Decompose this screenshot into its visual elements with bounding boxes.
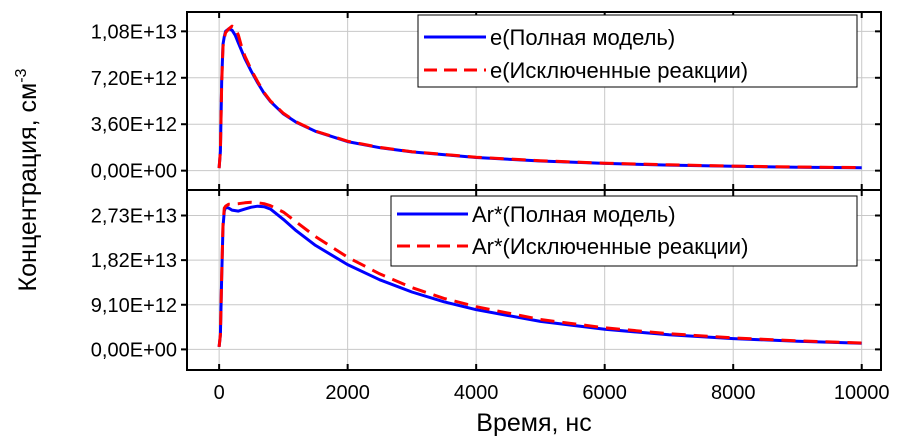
- x-tick-label: 8000: [711, 382, 756, 404]
- bottom-y-tick-label: 9,10E+12: [91, 295, 177, 317]
- bottom-y-tick-label: 1,82E+13: [91, 250, 177, 272]
- top-y-tick-label: 3,60E+12: [91, 114, 177, 136]
- x-tick-label: 0: [214, 382, 225, 404]
- top-y-tick-label: 7,20E+12: [91, 68, 177, 90]
- x-axis-ticks: 0 2000 4000 6000 8000 10000: [214, 382, 890, 404]
- bottom-y-tick-label: 0,00E+00: [91, 339, 177, 361]
- y-axis-title-text: Концентрация, см: [14, 83, 42, 292]
- top-legend-label-full: e(Полная модель): [490, 25, 675, 50]
- x-axis-title: Время, нс: [476, 409, 591, 437]
- bottom-y-tick-label: 2,73E+13: [91, 206, 177, 228]
- top-series-line-excluded-reactions: [217, 24, 862, 170]
- y-axis-title-exponent: -3: [13, 68, 30, 82]
- bottom-panel-frame: [186, 189, 882, 371]
- y-axis-title: Концентрация, см-3: [13, 68, 42, 291]
- top-y-tick-label: 1,08E+13: [91, 21, 177, 43]
- top-legend-box: [417, 14, 858, 88]
- bottom-panel-grid: [187, 190, 881, 370]
- x-tick-label: 10000: [834, 382, 890, 404]
- x-tick-label: 6000: [582, 382, 627, 404]
- top-panel-series: [217, 24, 862, 170]
- bottom-legend: Ar*(Полная модель) Ar*(Исключенные реакц…: [390, 195, 858, 267]
- top-legend: e(Полная модель) e(Исключенные реакции): [417, 14, 858, 88]
- bottom-legend-label-excluded: Ar*(Исключенные реакции): [472, 234, 748, 259]
- bottom-series-line-excluded-reactions: [217, 200, 862, 348]
- bottom-legend-box: [390, 195, 858, 267]
- top-y-tick-label: 0,00E+00: [91, 161, 177, 183]
- bottom-panel-y-ticks: 0,00E+00 9,10E+12 1,82E+13 2,73E+13: [91, 190, 881, 370]
- top-panel-y-ticks: 0,00E+00 3,60E+12 7,20E+12 1,08E+13: [91, 12, 881, 190]
- top-legend-label-excluded: e(Исключенные реакции): [490, 58, 748, 83]
- bottom-panel-series: [217, 200, 862, 348]
- x-tick-label: 2000: [325, 382, 370, 404]
- x-tick-label: 4000: [454, 382, 499, 404]
- bottom-legend-label-full: Ar*(Полная модель): [472, 202, 676, 227]
